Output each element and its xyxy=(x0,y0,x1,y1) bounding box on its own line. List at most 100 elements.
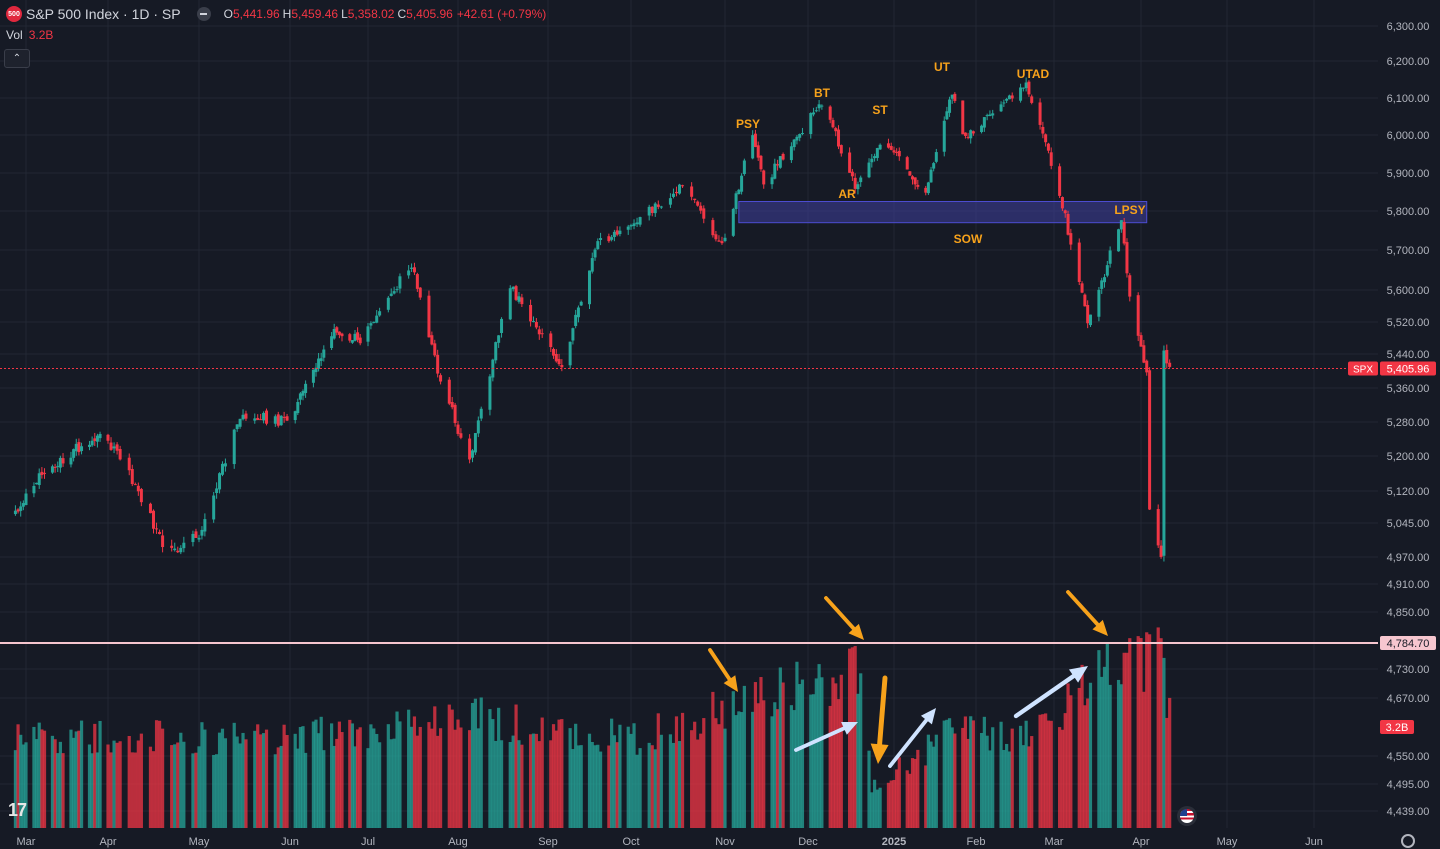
candle-body xyxy=(1041,126,1045,134)
tradingview-logo-icon[interactable]: 17 xyxy=(8,800,27,820)
candle-body xyxy=(554,353,558,362)
candle xyxy=(259,413,263,421)
candle xyxy=(244,410,248,421)
candle xyxy=(418,287,422,300)
time-tick-label: Mar xyxy=(17,836,36,848)
candle-body xyxy=(856,184,860,190)
candle xyxy=(173,542,177,552)
volume-bar xyxy=(770,716,774,828)
candle-body xyxy=(220,463,224,475)
candle xyxy=(699,202,703,214)
candle xyxy=(13,505,17,516)
volume-bar xyxy=(690,730,694,828)
time-tick-label: Nov xyxy=(715,836,735,848)
volume-bar xyxy=(742,685,746,828)
candle xyxy=(886,138,890,149)
candle xyxy=(304,380,308,398)
candle xyxy=(262,411,266,424)
volume-bar xyxy=(1077,687,1081,828)
candle-body xyxy=(433,343,437,356)
candle-body xyxy=(781,153,785,160)
symbol-title[interactable]: S&P 500 Index · 1D · SP xyxy=(26,6,181,22)
orange-arrow xyxy=(870,675,889,764)
volume-bar xyxy=(839,674,843,828)
volume-bar xyxy=(1010,728,1014,828)
volume-bar xyxy=(32,726,36,828)
candle-body xyxy=(770,177,774,185)
collapse-legend-icon[interactable] xyxy=(196,7,211,21)
candle-body xyxy=(1086,304,1090,324)
candle xyxy=(511,286,515,292)
candle-body xyxy=(759,155,763,170)
candle-body xyxy=(982,117,986,128)
candle-body xyxy=(870,158,874,163)
candle xyxy=(681,184,685,188)
candle-body xyxy=(98,433,102,439)
candle-body xyxy=(322,349,326,358)
candle-body xyxy=(693,198,697,200)
volume-bar xyxy=(618,724,622,828)
candle-body xyxy=(407,270,411,276)
candle xyxy=(179,545,183,555)
candle-body xyxy=(971,131,975,134)
volume-bar xyxy=(1005,743,1009,828)
volume-bar xyxy=(680,712,685,828)
candle-body xyxy=(148,503,152,514)
volume-bar xyxy=(982,716,986,828)
candle-body xyxy=(276,414,280,426)
volume-tag-text: 3.2B xyxy=(1386,722,1409,734)
volume-bar xyxy=(629,733,633,828)
support-tag-bg xyxy=(1380,636,1436,650)
candle-body xyxy=(812,112,816,115)
volume-bar xyxy=(79,720,84,828)
chevron-up-icon[interactable]: ⌃ xyxy=(4,49,30,68)
volume-bar xyxy=(395,711,399,828)
volume-bar xyxy=(430,728,434,828)
candle-body xyxy=(366,326,370,342)
candle xyxy=(43,468,47,479)
volume-bar xyxy=(859,673,863,828)
candle-body xyxy=(77,442,81,453)
candle xyxy=(934,148,938,164)
us-flag-icon[interactable] xyxy=(1177,806,1197,826)
candle-body xyxy=(659,206,663,208)
orange-arrow xyxy=(824,596,864,640)
volume-bar xyxy=(551,724,556,828)
volume-bar xyxy=(494,740,498,828)
candle-body xyxy=(197,537,201,540)
candle xyxy=(895,148,899,157)
candle xyxy=(322,345,326,362)
candle-body xyxy=(734,193,738,210)
candle xyxy=(969,129,973,144)
volume-bar xyxy=(109,752,113,828)
candle-body xyxy=(136,485,140,492)
volume-bar xyxy=(1018,725,1023,828)
gear-icon[interactable] xyxy=(1401,834,1415,848)
candle-body xyxy=(1024,82,1028,89)
volume-bar xyxy=(447,704,451,828)
volume-bar xyxy=(817,664,821,828)
candle-body xyxy=(895,151,899,153)
candle-body xyxy=(200,529,204,536)
candle-body xyxy=(626,226,630,230)
volume-bar xyxy=(537,741,541,828)
candle-body xyxy=(317,358,321,369)
candle xyxy=(35,482,39,485)
candle-body xyxy=(301,391,305,396)
wyckoff-label-utad: UTAD xyxy=(1017,67,1050,81)
candle xyxy=(1005,97,1009,104)
candle xyxy=(942,116,946,157)
candle-body xyxy=(19,506,23,511)
axis-labels: 6,300.00 6,200.00 6,100.00 6,000.00 5,900.00… xyxy=(17,21,1436,848)
candle-body xyxy=(756,145,760,158)
candle xyxy=(878,143,882,151)
candle-body xyxy=(905,157,909,170)
volume-bar xyxy=(232,722,236,828)
volume-bar xyxy=(850,647,854,828)
candle-body xyxy=(265,410,269,424)
candle-body xyxy=(80,446,84,452)
candle xyxy=(1088,314,1092,328)
volume-bar xyxy=(470,702,475,828)
